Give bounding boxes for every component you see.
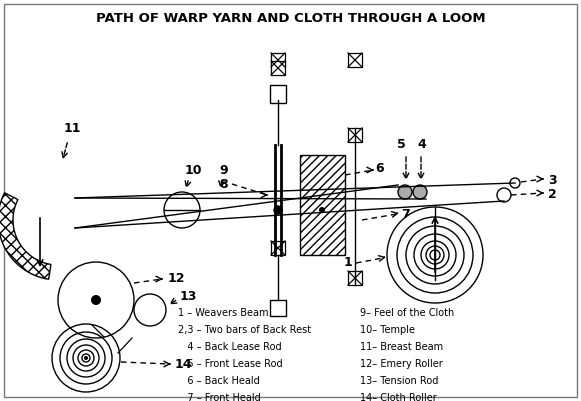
Bar (270, 85, 286, 103)
Text: 5: 5 (397, 138, 406, 152)
Text: 1: 1 (343, 257, 352, 269)
Bar (271, 241, 285, 255)
Circle shape (497, 188, 511, 202)
Text: 10– Temple: 10– Temple (360, 325, 415, 335)
Circle shape (510, 178, 520, 188)
Bar (348, 128, 362, 142)
Circle shape (164, 192, 200, 228)
Text: 9– Feel of the Cloth: 9– Feel of the Cloth (360, 308, 454, 318)
Text: 7 – Front Heald: 7 – Front Heald (178, 393, 261, 401)
Bar (271, 61, 285, 75)
Text: 14– Cloth Roller: 14– Cloth Roller (360, 393, 437, 401)
Circle shape (274, 206, 282, 214)
Text: 4 – Back Lease Rod: 4 – Back Lease Rod (178, 342, 282, 352)
Text: 11– Breast Beam: 11– Breast Beam (360, 342, 443, 352)
Circle shape (413, 185, 427, 199)
Circle shape (58, 262, 134, 338)
Circle shape (84, 356, 88, 360)
Text: PATH OF WARP YARN AND CLOTH THROUGH A LOOM: PATH OF WARP YARN AND CLOTH THROUGH A LO… (96, 12, 485, 24)
Text: 12: 12 (168, 271, 185, 284)
Circle shape (319, 207, 325, 213)
Text: 4: 4 (418, 138, 426, 152)
Text: 3: 3 (548, 174, 557, 186)
Text: 6: 6 (376, 162, 384, 174)
Text: 2: 2 (548, 188, 557, 201)
Bar (300, 155, 345, 255)
Text: 6 – Back Heald: 6 – Back Heald (178, 376, 260, 386)
Text: 10: 10 (184, 164, 202, 176)
Circle shape (134, 294, 166, 326)
Text: 9: 9 (220, 164, 228, 176)
Bar (348, 53, 362, 67)
Text: 11: 11 (63, 122, 81, 134)
Text: 8: 8 (220, 178, 228, 192)
Text: 1 – Weavers Beam: 1 – Weavers Beam (178, 308, 268, 318)
Bar (270, 300, 286, 316)
Bar (348, 271, 362, 285)
Text: 13– Tension Rod: 13– Tension Rod (360, 376, 439, 386)
Polygon shape (0, 193, 51, 279)
Text: 14: 14 (175, 358, 192, 371)
Text: 13: 13 (180, 290, 198, 302)
Text: 2,3 – Two bars of Back Rest: 2,3 – Two bars of Back Rest (178, 325, 311, 335)
Text: 7: 7 (401, 209, 410, 221)
Circle shape (398, 185, 412, 199)
Text: 12– Emery Roller: 12– Emery Roller (360, 359, 443, 369)
Bar (271, 53, 285, 67)
Text: 5 – Front Lease Rod: 5 – Front Lease Rod (178, 359, 282, 369)
Circle shape (91, 295, 101, 305)
